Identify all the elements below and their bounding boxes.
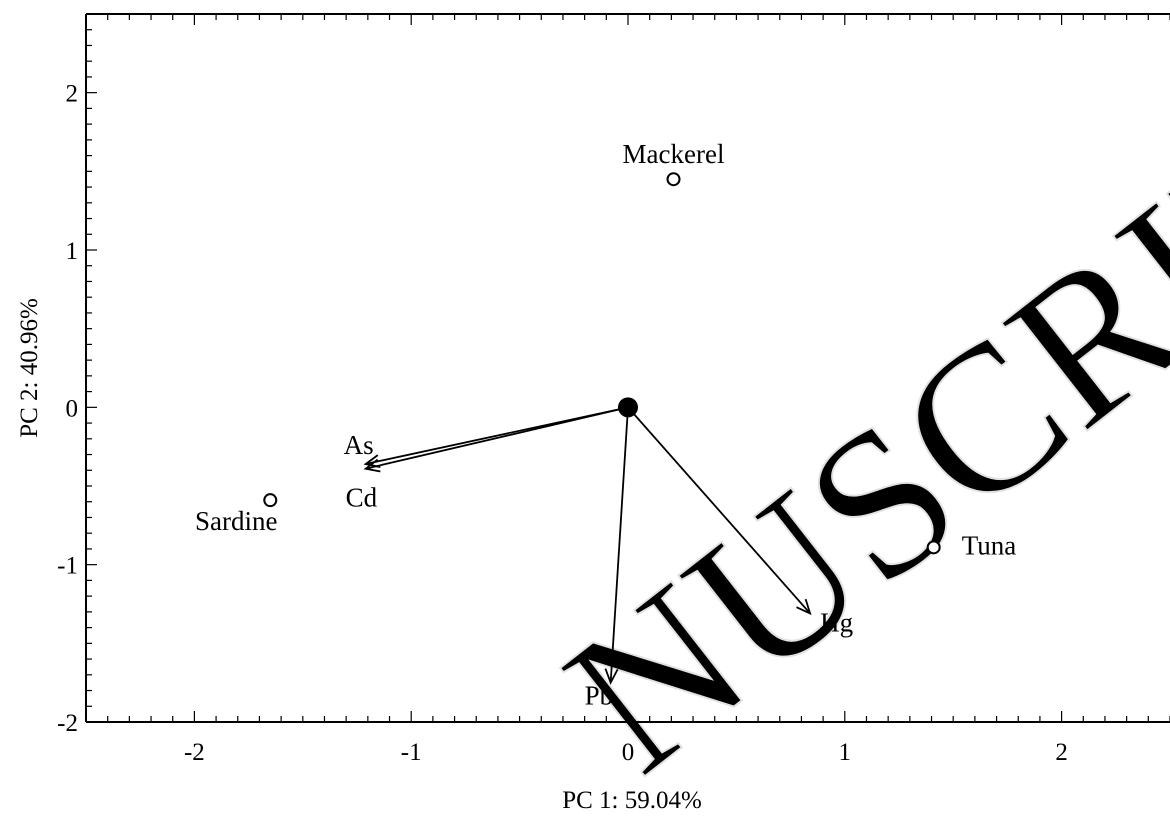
- loading-vectors: As Cd Hg Pb: [344, 397, 853, 711]
- vector-pb-arrowhead: [604, 668, 619, 685]
- point-tuna: [926, 540, 941, 555]
- point-mackerel: [666, 172, 681, 187]
- y-tick-label: -1: [57, 553, 78, 580]
- point-label-sardine: Sardine: [195, 506, 277, 536]
- y-tick-label: -2: [57, 710, 78, 737]
- point-label-tuna: Tuna: [962, 530, 1017, 560]
- vector-label-cd: Cd: [346, 483, 378, 513]
- point-label-mackerel: Mackerel: [623, 139, 725, 169]
- vector-label-as: As: [344, 430, 374, 460]
- x-tick-label: 0: [622, 739, 635, 766]
- y-axis-title: PC 2: 40.96%: [16, 298, 43, 438]
- vector-hg-line: [627, 406, 811, 615]
- x-tick-label: -1: [401, 739, 422, 766]
- vector-hg-arrowhead: [796, 598, 812, 616]
- y-tick-label: 1: [66, 238, 79, 265]
- x-tick-label: -2: [184, 739, 205, 766]
- x-axis-title: PC 1: 59.04%: [562, 787, 702, 814]
- axis-ticks: [85, 13, 1170, 723]
- tick-labels: -2 -1 0 1 2 -2 -1 0 1 2: [57, 81, 1068, 766]
- vector-label-pb: Pb: [585, 681, 614, 711]
- origin-marker: [618, 397, 638, 418]
- x-tick-label: 2: [1055, 739, 1068, 766]
- vector-label-hg: Hg: [820, 607, 853, 637]
- score-points: Mackerel Sardine Tuna: [195, 139, 1016, 560]
- vector-cd-line: [365, 406, 629, 470]
- y-tick-label: 0: [66, 395, 79, 422]
- vector-pb-line: [609, 407, 629, 683]
- vector-cd-arrowhead: [363, 458, 381, 473]
- point-sardine: [263, 493, 278, 508]
- x-tick-label: 1: [839, 739, 852, 766]
- y-tick-label: 2: [66, 81, 79, 108]
